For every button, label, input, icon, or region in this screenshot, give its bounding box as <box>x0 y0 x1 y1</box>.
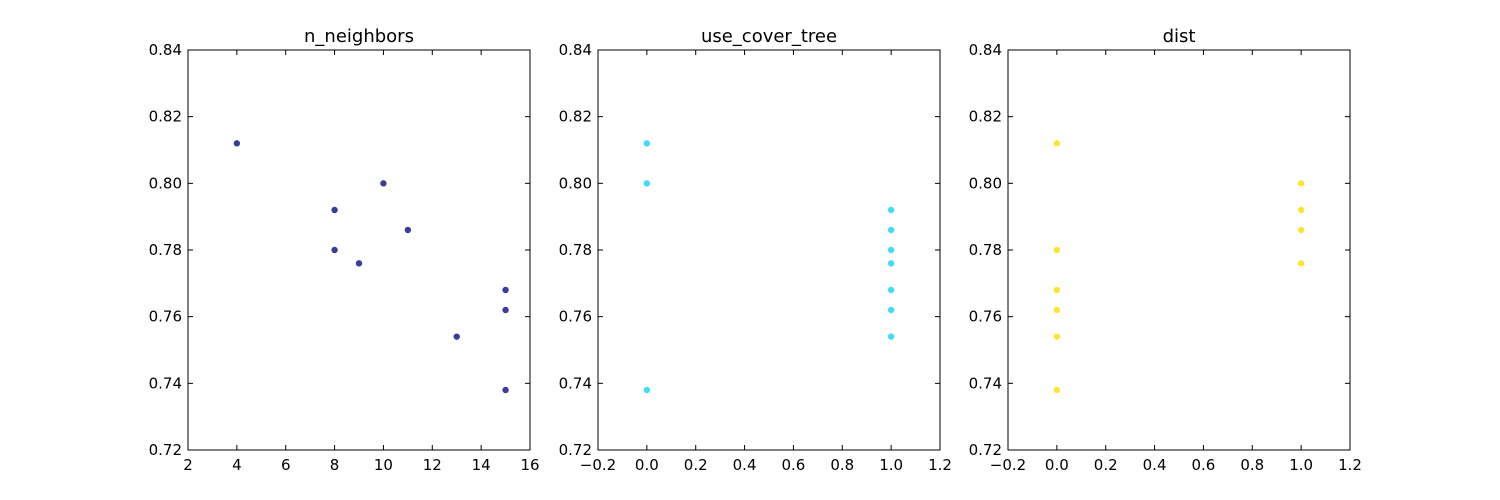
y-tick-label: 0.84 <box>969 41 1002 59</box>
data-point <box>502 286 509 294</box>
data-point <box>502 306 509 314</box>
data-point <box>887 226 895 234</box>
data-point <box>404 226 412 234</box>
x-tick-label: 0.4 <box>733 456 757 474</box>
y-tick-label: 0.78 <box>559 241 592 259</box>
data-point <box>331 246 338 254</box>
x-tick-label: 0.6 <box>781 456 805 474</box>
y-tick-label: 0.78 <box>149 241 182 259</box>
data-point <box>887 206 895 214</box>
y-tick-label: 0.76 <box>149 308 182 326</box>
data-point <box>887 260 895 267</box>
y-tick-label: 0.84 <box>149 41 182 59</box>
data-point <box>1053 140 1061 147</box>
data-point <box>887 286 895 294</box>
x-tick-label: 1.0 <box>879 456 903 474</box>
x-tick-label: 10 <box>374 456 393 474</box>
y-tick-label: 0.80 <box>559 174 592 192</box>
x-tick-label: 2 <box>183 456 193 474</box>
data-point <box>1297 260 1305 267</box>
x-tick-label: 1.2 <box>1338 456 1362 474</box>
y-tick-label: 0.74 <box>559 374 592 392</box>
data-point <box>1053 333 1061 340</box>
axes-frame <box>1007 49 1351 451</box>
y-tick-label: 0.74 <box>149 374 182 392</box>
y-tick-label: 0.76 <box>969 308 1002 326</box>
x-tick-label: 0.2 <box>1094 456 1118 474</box>
x-tick-label: 14 <box>472 456 491 474</box>
y-tick-label: 0.72 <box>559 441 592 459</box>
data-point <box>1297 180 1305 187</box>
panel-use-cover-tree: use_cover_tree −0.2 0.0 0.2 0.4 0.6 0.8 1.0 1.2… <box>559 26 952 474</box>
panel-dist: dist −0.2 0.0 0.2 0.4 0.6 0.8 1.0 1.2 0.72 0.74 0.… <box>969 26 1362 474</box>
data-point <box>355 260 363 267</box>
panel-title-n-neighbors: n_neighbors <box>304 26 414 47</box>
data-point <box>643 386 651 394</box>
data-point <box>502 386 509 394</box>
data-point <box>887 306 895 314</box>
data-point <box>380 180 387 187</box>
data-point <box>1297 206 1305 214</box>
data-point <box>331 206 338 214</box>
y-tick-label: 0.82 <box>969 108 1002 126</box>
x-tick-label: 1.2 <box>928 456 952 474</box>
y-tick-label: 0.78 <box>969 241 1002 259</box>
x-tick-label: −0.2 <box>990 456 1026 474</box>
x-tick-label: 1.0 <box>1289 456 1313 474</box>
panel-n-neighbors: n_neighbors 2 4 6 8 10 12 14 16 0.72 0.74 0.76 0.78… <box>149 26 540 474</box>
x-tick-label: 4 <box>232 456 242 474</box>
x-tick-label: 0.8 <box>830 456 854 474</box>
axes-frame <box>597 49 941 451</box>
x-tick-label: 0.8 <box>1240 456 1264 474</box>
panel-title-use-cover-tree: use_cover_tree <box>701 26 837 47</box>
data-point <box>1053 286 1061 294</box>
y-tick-label: 0.76 <box>559 308 592 326</box>
y-tick-label: 0.72 <box>969 441 1002 459</box>
x-tick-label: 6 <box>281 456 291 474</box>
data-point <box>233 140 241 147</box>
data-point <box>643 180 651 187</box>
x-tick-label: 8 <box>330 456 340 474</box>
data-point <box>887 246 895 254</box>
y-tick-label: 0.82 <box>559 108 592 126</box>
data-point <box>887 333 895 340</box>
y-tick-label: 0.74 <box>969 374 1002 392</box>
data-point <box>1053 246 1061 254</box>
data-point <box>1053 306 1061 314</box>
axes-frame <box>187 49 531 451</box>
data-point <box>1053 386 1061 394</box>
x-tick-label: 12 <box>423 456 442 474</box>
data-point <box>643 140 651 147</box>
x-tick-label: −0.2 <box>580 456 616 474</box>
panel-title-dist: dist <box>1163 26 1196 47</box>
x-tick-label: 0.2 <box>684 456 708 474</box>
x-tick-label: 0.0 <box>1045 456 1069 474</box>
y-tick-label: 0.80 <box>969 174 1002 192</box>
data-point <box>453 333 460 340</box>
y-tick-label: 0.84 <box>559 41 592 59</box>
data-point <box>1297 226 1305 234</box>
x-tick-label: 0.6 <box>1191 456 1215 474</box>
x-tick-label: 0.4 <box>1143 456 1167 474</box>
x-tick-label: 16 <box>520 456 539 474</box>
x-tick-label: 0.0 <box>635 456 659 474</box>
y-tick-label: 0.80 <box>149 174 182 192</box>
y-tick-label: 0.82 <box>149 108 182 126</box>
y-tick-label: 0.72 <box>149 441 182 459</box>
